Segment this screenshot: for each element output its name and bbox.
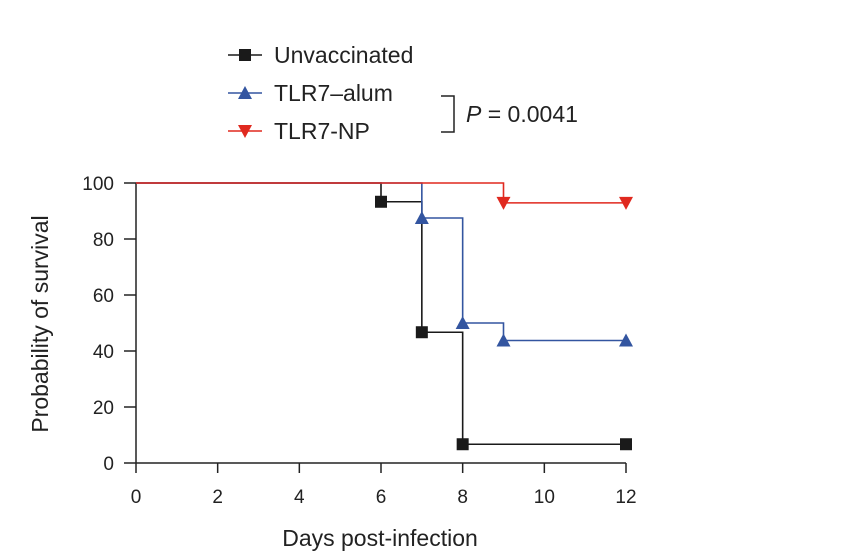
series-1 bbox=[136, 182, 632, 451]
data-point bbox=[496, 196, 511, 210]
series-2 bbox=[136, 182, 633, 347]
x-tick-label: 2 bbox=[212, 487, 223, 508]
x-tick-label: 10 bbox=[534, 487, 555, 508]
y-tick-label: 0 bbox=[103, 454, 114, 475]
series-group bbox=[136, 182, 633, 451]
legend-label: TLR7–alum bbox=[274, 80, 393, 106]
p-value-italic-p: P bbox=[466, 101, 482, 127]
data-point bbox=[620, 438, 632, 451]
data-point bbox=[414, 211, 429, 224]
data-point bbox=[415, 326, 428, 339]
x-tick-label: 6 bbox=[376, 487, 387, 508]
p-value-bracket bbox=[441, 95, 455, 133]
data-point bbox=[496, 333, 511, 347]
x-tick-label: 0 bbox=[131, 487, 142, 508]
data-point bbox=[619, 196, 633, 210]
legend-marker bbox=[239, 49, 251, 61]
x-tick-label: 4 bbox=[294, 487, 305, 508]
legend-marker bbox=[238, 86, 252, 99]
x-axis-label: Days post-infection bbox=[282, 525, 478, 551]
y-tick-label: 80 bbox=[93, 230, 114, 251]
x-tick-label: 8 bbox=[457, 487, 468, 508]
series-line bbox=[136, 182, 626, 446]
data-point bbox=[375, 195, 387, 208]
series-3 bbox=[136, 182, 633, 210]
data-point bbox=[455, 316, 470, 329]
y-tick-label: 100 bbox=[82, 174, 114, 195]
x-tick-label: 12 bbox=[615, 487, 636, 508]
axes: 0 20 40 60 80 100 0 2 4 6 8 10 12 bbox=[82, 174, 636, 508]
data-point bbox=[619, 333, 633, 347]
legend-label: Unvaccinated bbox=[274, 42, 413, 68]
p-value-text: P = 0.0041 bbox=[466, 101, 578, 127]
legend-label: TLR7-NP bbox=[274, 118, 370, 144]
y-tick-label: 20 bbox=[93, 398, 114, 419]
legend-marker bbox=[238, 125, 252, 138]
p-value-annotation: P = 0.0041 bbox=[441, 95, 578, 133]
y-tick-label: 40 bbox=[93, 342, 114, 363]
series-line bbox=[136, 182, 626, 204]
data-point bbox=[456, 438, 469, 451]
y-axis-label: Probability of survival bbox=[27, 215, 53, 432]
legend: Unvaccinated TLR7–alum TLR7-NP bbox=[228, 42, 413, 144]
y-tick-label: 60 bbox=[93, 286, 114, 307]
p-value-number: = 0.0041 bbox=[481, 101, 578, 127]
